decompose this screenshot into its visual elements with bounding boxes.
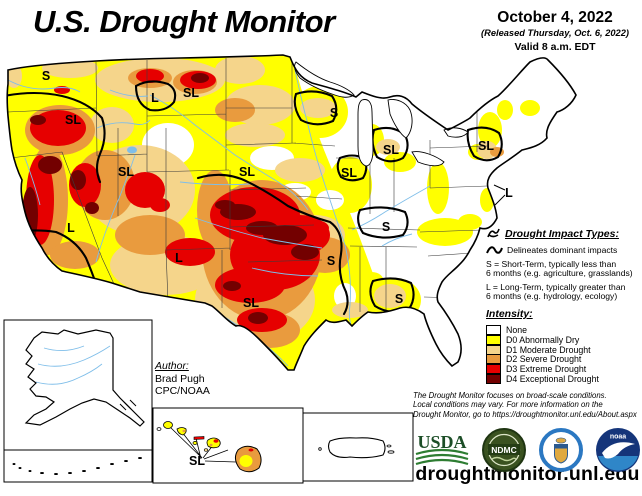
impact-label-s: S: [326, 254, 336, 268]
delineation-line-icon: [486, 246, 503, 254]
author-org: CPC/NOAA: [155, 385, 210, 397]
impact-label-l: L: [151, 91, 159, 105]
commerce-logo: [538, 428, 583, 472]
intensity-legend: Intensity: None D0 Abnormally Dry D1 Mod…: [486, 308, 640, 384]
drought-shading: [7, 55, 540, 370]
disclaimer-line1: The Drought Monitor focuses on broad-sca…: [413, 391, 607, 400]
short-term-line2: 6 months (e.g. agriculture, grasslands): [486, 268, 633, 279]
disclaimer-line2: Local conditions may vary. For more info…: [413, 400, 603, 410]
impact-label-s: S: [381, 220, 391, 234]
impact-label-sl: SL: [478, 139, 494, 153]
impact-label-s: S: [394, 292, 404, 306]
legend-item-d2: D2 Severe Drought: [486, 354, 640, 365]
page-title: U.S. Drought Monitor: [33, 4, 335, 39]
map-date: October 4, 2022: [497, 9, 613, 26]
release-date: (Released Thursday, Oct. 6, 2022): [481, 28, 629, 38]
hawaii-inset: [152, 407, 304, 484]
impact-label-sl: SL: [341, 166, 357, 180]
impact-label-sl: SL: [383, 143, 399, 157]
impact-types-legend: Drought Impact Types: Delineates dominan…: [486, 224, 640, 302]
usda-logo-text: USDA: [417, 432, 466, 452]
swatch-d4: [486, 373, 501, 384]
impact-label-sl: SL: [65, 113, 81, 127]
impact-label-sl: SL: [243, 296, 259, 310]
date-block: October 4, 2022 (Released Thursday, Oct.…: [468, 9, 642, 53]
legend-item-none: None: [486, 324, 640, 335]
legend-item-d4: D4 Exceptional Drought: [486, 373, 640, 384]
legend-item-d1: D1 Moderate Drought: [486, 344, 640, 355]
author-name: Brad Pugh: [155, 372, 205, 385]
swatch-d0: [486, 334, 501, 345]
logo-row: USDA NDMC noaa: [413, 426, 642, 474]
impact-label-l: L: [505, 186, 513, 200]
disclaimer-text: The Drought Monitor focuses on broad-sca…: [413, 391, 642, 419]
impact-label-sl: SL: [183, 86, 199, 100]
impact-label-s: S: [329, 106, 339, 120]
valid-time: Valid 8 a.m. EDT: [514, 41, 596, 53]
author-heading: Author:: [155, 360, 189, 372]
delineates-label: Delineates dominant impacts: [507, 245, 618, 255]
site-url: droughtmonitor.unl.edu: [415, 463, 640, 485]
impact-label-sl: SL: [189, 454, 205, 468]
intensity-heading: Intensity:: [486, 308, 533, 320]
long-term-line1: L = Long-Term, typically greater than: [486, 281, 626, 292]
swatch-d1: [486, 344, 501, 355]
legend-item-d3: D3 Extreme Drought: [486, 364, 640, 375]
swatch-none: [486, 324, 501, 335]
noaa-logo-text: noaa: [610, 434, 626, 441]
conus-outline-stroke: [6, 54, 577, 371]
swatch-d3: [486, 364, 501, 375]
usda-logo: USDA: [415, 432, 469, 466]
impact-label-s: S: [41, 69, 51, 83]
ndmc-logo: NDMC: [482, 428, 527, 472]
ndmc-logo-text: NDMC: [492, 445, 518, 455]
long-term-line2: 6 months (e.g. hydrology, ecology): [486, 291, 618, 302]
puerto-rico-inset: [302, 412, 414, 482]
label-pointer-lines: [493, 184, 506, 206]
alaska-inset: [3, 319, 153, 483]
impact-label-sl: SL: [239, 165, 255, 179]
legend-item-d0: D0 Abnormally Dry: [486, 334, 640, 345]
swatch-d2: [486, 354, 501, 365]
impact-label-l: L: [175, 251, 183, 265]
author-block: Author: Brad Pugh CPC/NOAA: [155, 360, 210, 398]
impact-types-heading: Drought Impact Types:: [505, 228, 619, 240]
state-borders: [7, 57, 489, 312]
impact-label-l: L: [67, 221, 75, 235]
impact-label-sl: SL: [118, 165, 134, 179]
disclaimer-line3: Drought Monitor, go to https://droughtmo…: [413, 409, 637, 419]
scribble-icon: [487, 228, 500, 238]
noaa-logo: noaa: [595, 428, 640, 472]
great-lakes: [294, 61, 469, 167]
short-term-line1: S = Short-Term, typically less than: [486, 258, 617, 269]
